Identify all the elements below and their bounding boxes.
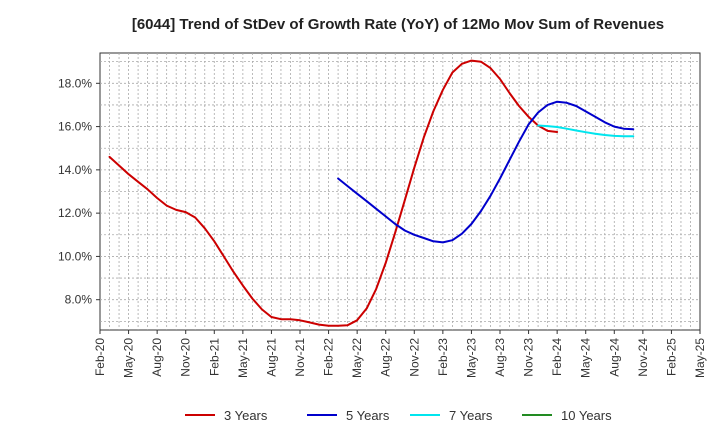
x-tick-label: May-20 bbox=[122, 338, 136, 378]
x-tick-label: Aug-24 bbox=[607, 338, 621, 377]
grid-horizontal bbox=[100, 61, 700, 322]
x-tick-label: Aug-21 bbox=[264, 338, 278, 377]
x-tick-label: Nov-22 bbox=[407, 338, 421, 377]
y-tick-label: 10.0% bbox=[58, 249, 92, 263]
series-layer bbox=[108, 59, 635, 327]
x-tick-label: May-24 bbox=[579, 338, 593, 378]
y-tick-label: 14.0% bbox=[58, 163, 92, 177]
x-tick-label: May-25 bbox=[693, 338, 707, 378]
series-line-7-years bbox=[537, 124, 635, 138]
x-tick-label: Feb-22 bbox=[322, 338, 336, 376]
x-tick-label: Nov-24 bbox=[636, 338, 650, 377]
x-tick-label: May-23 bbox=[464, 338, 478, 378]
legend-label-10-years: 10 Years bbox=[561, 408, 612, 423]
chart-title: [6044] Trend of StDev of Growth Rate (Yo… bbox=[132, 16, 664, 33]
x-tick-label: Feb-20 bbox=[93, 338, 107, 376]
x-tick-label: May-22 bbox=[350, 338, 364, 378]
x-tick-label: Aug-23 bbox=[493, 338, 507, 377]
y-tick-label: 12.0% bbox=[58, 206, 92, 220]
x-tick-label: Feb-24 bbox=[550, 338, 564, 376]
y-tick-label: 8.0% bbox=[65, 293, 93, 307]
x-tick-label: Nov-20 bbox=[179, 338, 193, 377]
legend: 3 Years 5 Years 7 Years 10 Years bbox=[185, 408, 612, 423]
x-tick-label: Feb-25 bbox=[664, 338, 678, 376]
x-tick-label: Feb-23 bbox=[436, 338, 450, 376]
x-tick-label: Aug-22 bbox=[379, 338, 393, 377]
x-tick-label: Aug-20 bbox=[150, 338, 164, 377]
x-axis: Feb-20 May-20 Aug-20 Nov-20 Feb-21 May-21 Aug-… bbox=[93, 330, 707, 378]
x-tick-label: Feb-21 bbox=[207, 338, 221, 376]
legend-label-3-years: 3 Years bbox=[224, 408, 268, 423]
y-axis: 8.0% 10.0% 12.0% 14.0% 16.0% 18.0% bbox=[58, 76, 100, 307]
x-tick-label: May-21 bbox=[236, 338, 250, 378]
series-line-5-years bbox=[337, 100, 635, 244]
y-tick-label: 18.0% bbox=[58, 76, 92, 90]
series-line-3-years bbox=[108, 59, 559, 327]
y-tick-label: 16.0% bbox=[58, 120, 92, 134]
x-tick-label: Nov-23 bbox=[522, 338, 536, 377]
legend-label-5-years: 5 Years bbox=[346, 408, 390, 423]
legend-label-7-years: 7 Years bbox=[449, 408, 493, 423]
x-tick-label: Nov-21 bbox=[293, 338, 307, 377]
